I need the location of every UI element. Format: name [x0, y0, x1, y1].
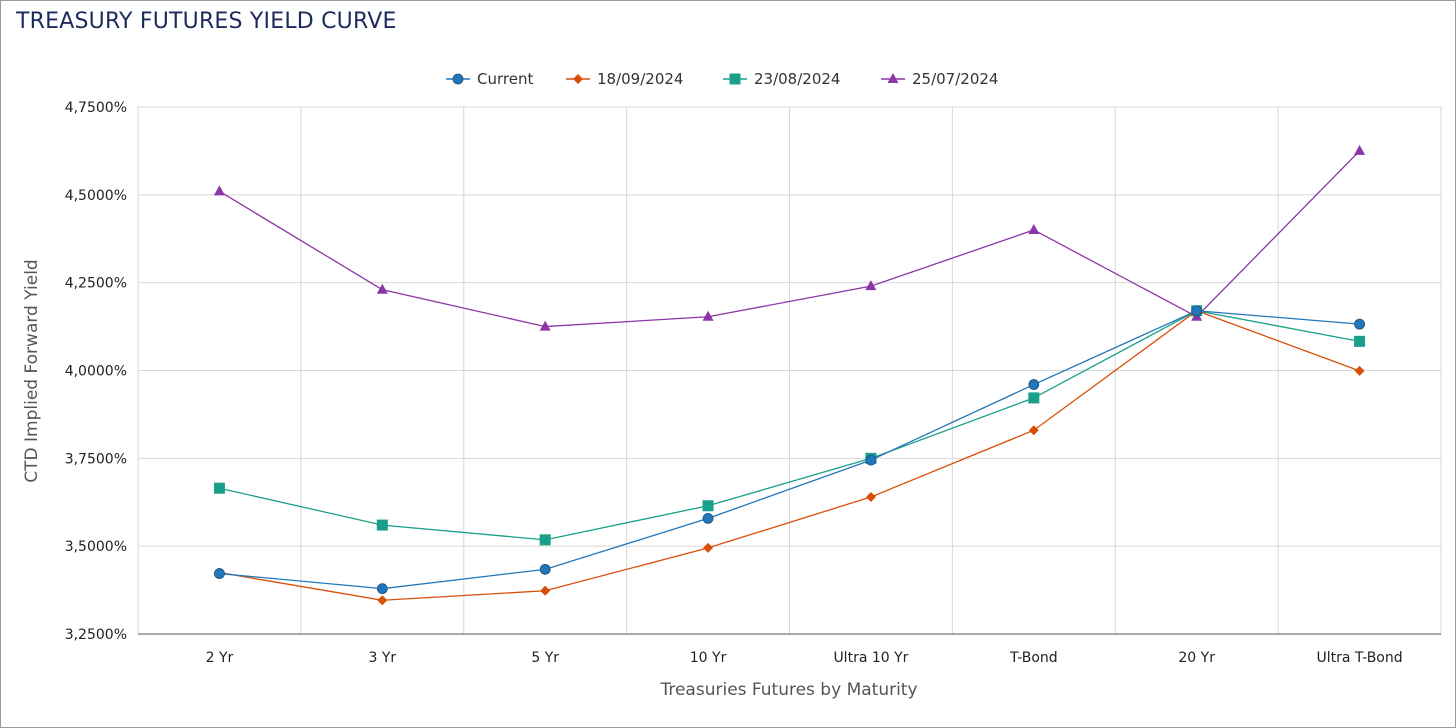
- data-point[interactable]: [702, 310, 714, 321]
- data-point[interactable]: [865, 491, 876, 502]
- series-line: [219, 310, 1360, 541]
- y-tick-label: 4,5000%: [65, 188, 127, 204]
- legend-label: 23/08/2024: [754, 70, 840, 88]
- grid: [137, 106, 1442, 634]
- data-point[interactable]: [702, 513, 714, 524]
- legend-label: Current: [477, 70, 533, 88]
- legend-marker[interactable]: [729, 73, 741, 85]
- chart-title: TREASURY FUTURES YIELD CURVE: [16, 9, 397, 34]
- data-point[interactable]: [213, 482, 225, 494]
- data-point[interactable]: [540, 585, 551, 596]
- series: [213, 144, 1366, 606]
- y-tick-label: 3,5000%: [65, 539, 127, 555]
- series-line: [219, 310, 1360, 590]
- legend-marker[interactable]: [452, 73, 464, 85]
- legend-item[interactable]: 18/09/2024: [566, 70, 683, 88]
- data-point[interactable]: [1354, 318, 1365, 330]
- data-point[interactable]: [1354, 365, 1365, 376]
- data-point[interactable]: [703, 542, 714, 553]
- x-tick-label: 2 Yr: [206, 650, 234, 666]
- series-line: [219, 310, 1360, 601]
- y-tick-label: 4,2500%: [65, 276, 127, 292]
- x-axis-title: Treasuries Futures by Maturity: [659, 680, 917, 700]
- data-point[interactable]: [376, 583, 388, 595]
- x-tick-label: T-Bond: [1009, 650, 1058, 666]
- series-line: [219, 150, 1361, 328]
- data-point[interactable]: [865, 280, 877, 291]
- legend-marker[interactable]: [887, 73, 899, 83]
- x-tick-label: 5 Yr: [531, 650, 559, 666]
- data-point[interactable]: [377, 595, 388, 606]
- legend-item[interactable]: Current: [446, 70, 533, 88]
- data-point[interactable]: [1028, 392, 1040, 404]
- legend[interactable]: Current 18/09/2024 23/08/2024 25/07/2024: [446, 70, 998, 88]
- data-point[interactable]: [1354, 335, 1366, 347]
- legend-item[interactable]: 23/08/2024: [723, 70, 840, 88]
- y-tick-label: 3,2500%: [65, 627, 127, 643]
- data-point[interactable]: [1028, 223, 1040, 234]
- legend-marker[interactable]: [573, 74, 583, 84]
- data-point[interactable]: [702, 500, 714, 512]
- legend-label: 18/09/2024: [597, 70, 683, 88]
- x-tick-label: Ultra T-Bond: [1316, 650, 1402, 666]
- legend-label: 25/07/2024: [912, 70, 998, 88]
- y-axis-title: CTD Implied Forward Yield: [22, 259, 42, 482]
- data-point[interactable]: [539, 563, 551, 575]
- data-point[interactable]: [865, 454, 877, 466]
- data-point[interactable]: [1354, 144, 1366, 155]
- y-tick-label: 4,0000%: [65, 364, 127, 380]
- data-point[interactable]: [1028, 425, 1039, 436]
- data-point[interactable]: [376, 519, 388, 531]
- data-point[interactable]: [214, 568, 225, 579]
- x-tick-label: 3 Yr: [368, 650, 396, 666]
- series-0: [214, 305, 1365, 595]
- data-point[interactable]: [213, 185, 225, 196]
- x-tick-label: 10 Yr: [690, 650, 727, 666]
- data-point[interactable]: [376, 283, 388, 294]
- data-point[interactable]: [1028, 379, 1040, 390]
- axes: 3,2500% 3,5000% 3,7500% 4,0000% 4,2500% 4,500…: [65, 100, 1441, 666]
- y-tick-label: 3,7500%: [65, 451, 127, 467]
- legend-item[interactable]: 25/07/2024: [881, 70, 998, 88]
- x-tick-label: Ultra 10 Yr: [833, 650, 908, 666]
- data-point[interactable]: [1191, 305, 1203, 317]
- y-tick-label: 4,7500%: [65, 100, 127, 116]
- x-tick-label: 20 Yr: [1178, 650, 1215, 666]
- data-point[interactable]: [539, 320, 551, 331]
- data-point[interactable]: [539, 534, 551, 546]
